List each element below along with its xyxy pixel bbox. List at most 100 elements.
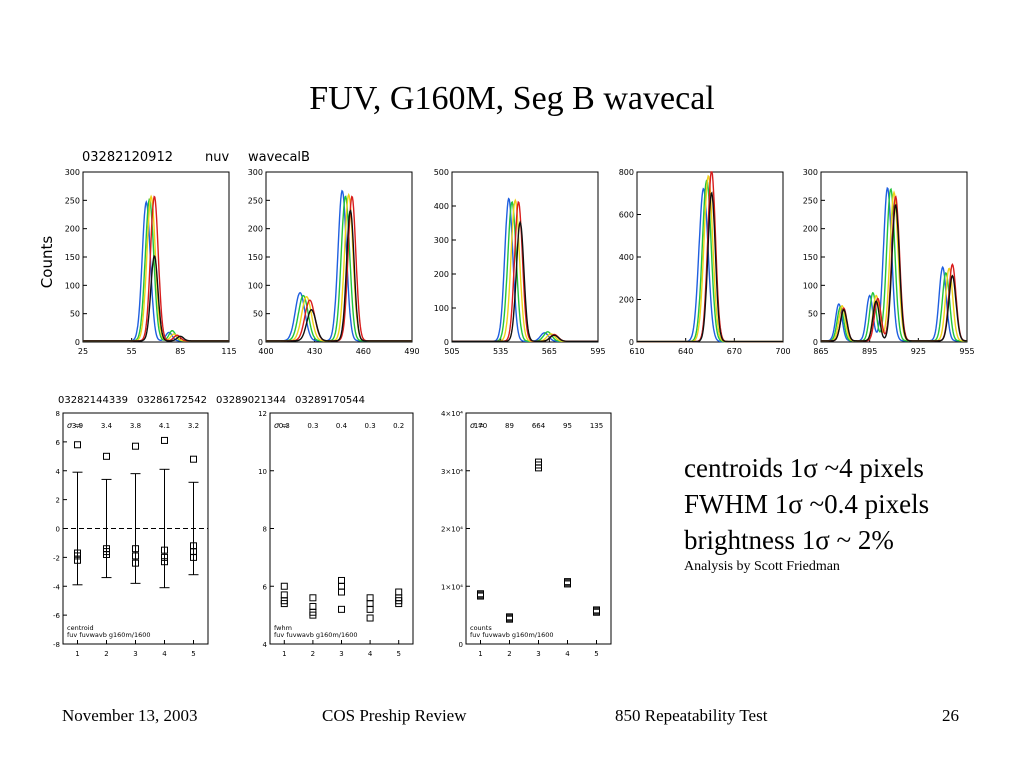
stats-block: centroids 1σ ~4 pixels FWHM 1σ ~0.4 pixe… [684,450,929,576]
sigma-label: σ = [274,421,288,430]
bottom-id-1: 03282144339 [58,395,128,406]
y-tick-label: 200 [65,225,80,234]
data-point [161,546,168,554]
y-tick-label: 250 [248,196,263,205]
data-point [161,553,168,561]
x-tick-label: 490 [404,347,419,356]
x-tick-label: 1 [478,650,482,658]
y-tick-label: 12 [258,410,267,418]
sigma-value: 95 [563,422,572,430]
sigma-label: σ = [470,421,484,430]
x-tick-label: 3 [536,650,540,658]
y-tick-label: 500 [434,168,449,177]
data-point [309,594,317,602]
plot-note: fuv fuvwavb g160m/1600 [67,631,151,639]
plot-note: fwhm [274,624,292,632]
y-tick-label: 250 [803,196,818,205]
x-tick-label: 4 [368,650,373,658]
y-tick-label: 100 [65,281,80,290]
series-line-green [821,187,967,342]
x-tick-label: 4 [162,650,167,658]
y-tick-label: 4 [263,641,268,649]
y-tick-label: 300 [65,168,80,177]
data-point [161,558,168,566]
y-tick-label: 200 [803,225,818,234]
x-tick-label: 2 [507,650,511,658]
y-tick-label: 4 [56,468,61,476]
x-tick-label: 505 [444,347,459,356]
y-tick-label: 100 [434,304,449,313]
y-tick-label: 50 [808,310,818,319]
chart-6: -8 -6 -4 -2 0 2 4 6 8 1 2 3 4 5 σ =3.9 3.4 3.8 4.1 3.2 cent… [53,410,209,658]
sigma-value: 3.9 [72,422,83,430]
stat-fwhm: FWHM 1σ ~0.4 pixels [684,489,930,519]
sigma-value: 3.2 [188,422,199,430]
x-tick-label: 115 [221,347,236,356]
data-point [161,436,168,444]
y-tick-label: 200 [434,270,449,279]
y-tick-label: -2 [53,554,60,562]
data-point [506,613,513,621]
y-tick-label: 150 [65,253,80,262]
x-tick-label: 565 [542,347,557,356]
y-tick-label: 2 [56,497,60,505]
y-tick-label: 1×10⁴ [441,583,463,591]
x-tick-label: 460 [356,347,371,356]
series-line-black [821,203,968,342]
y-tick-label: 4×10⁴ [441,410,463,418]
plot-frame [465,412,612,645]
top-label-name: wavecalB [248,150,310,165]
data-point [338,605,345,613]
x-tick-label: 5 [594,650,598,658]
series-line-black [266,209,412,342]
data-point [366,614,374,622]
sigma-value: 0.3 [279,422,290,430]
y-tick-label: 600 [619,211,634,220]
footer-date: November 13, 2003 [62,706,198,725]
x-tick-label: 4 [565,650,570,658]
y-tick-label: 0 [629,338,634,347]
y-tick-label: 150 [803,253,818,262]
y-tick-label: -8 [53,641,60,649]
x-tick-label: 25 [78,347,88,356]
x-tick-label: 430 [307,347,322,356]
y-tick-label: -4 [53,583,61,591]
y-tick-label: 250 [65,196,80,205]
sigma-value: 0.3 [365,422,376,430]
data-point [74,441,81,449]
y-tick-label: 0 [75,338,80,347]
data-point [477,590,484,598]
x-tick-label: 1 [75,650,79,658]
data-point [74,556,81,564]
plot-note: counts [470,624,492,632]
y-tick-label: 50 [253,310,263,319]
x-tick-label: 2 [104,650,108,658]
x-tick-label: 595 [590,347,605,356]
chart-3: 0 100 200 300 400 500 505 535 565 595 [434,168,606,356]
plot-frame [451,171,599,343]
sigma-value: 135 [590,422,603,430]
x-tick-label: 1 [282,650,286,658]
y-tick-label: -6 [53,612,61,620]
data-point [395,600,403,608]
x-tick-label: 2 [311,650,315,658]
x-tick-label: 640 [678,347,693,356]
y-tick-label: 400 [619,253,634,262]
sigma-value: 0.3 [307,422,318,430]
x-tick-label: 925 [911,347,926,356]
y-tick-label: 6 [263,583,268,591]
data-point [280,600,288,608]
y-tick-label: 400 [434,202,449,211]
x-tick-label: 3 [133,650,137,658]
data-point [190,455,197,463]
y-tick-label: 8 [56,410,60,418]
y-tick-label: 0 [258,338,263,347]
sigma-value: 0.4 [336,422,348,430]
series-line-black [637,191,783,343]
data-point [309,611,317,619]
slide-title: FUV, G160M, Seg B wavecal [309,80,715,117]
top-label-id: 03282120912 [82,150,173,165]
stat-brightness: brightness 1σ ~ 2% [684,525,894,555]
